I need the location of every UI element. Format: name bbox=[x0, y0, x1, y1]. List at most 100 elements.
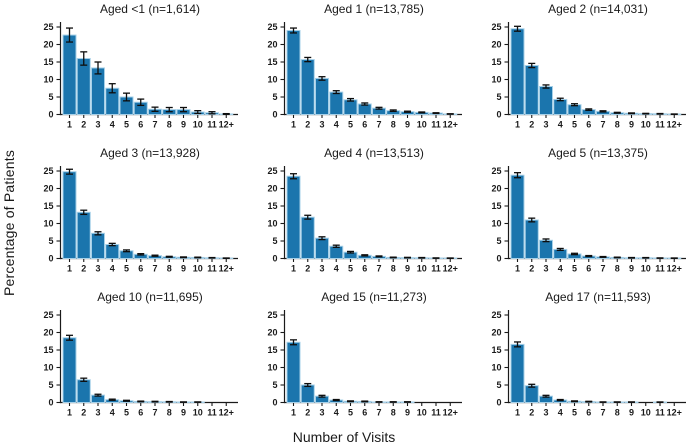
x-tick-label: 2 bbox=[305, 408, 310, 418]
panel-aged-1: Aged 1 (n=13,785) 0 5 10 15 20 25 1 2 3 4 5 6 7 8 9 10 1… bbox=[240, 0, 464, 144]
y-tick-label: 20 bbox=[43, 328, 53, 338]
x-tick-label: 5 bbox=[572, 264, 577, 274]
x-tick-label: 12+ bbox=[219, 264, 234, 274]
x-tick-label: 3 bbox=[319, 264, 324, 274]
x-tick-label: 11 bbox=[207, 120, 217, 130]
x-tick-label: 11 bbox=[655, 408, 665, 418]
bar bbox=[329, 91, 344, 115]
y-tick-label: 10 bbox=[267, 219, 277, 229]
y-tick-label: 20 bbox=[491, 328, 501, 338]
x-tick-label: 9 bbox=[181, 120, 186, 130]
x-tick-label: 10 bbox=[193, 120, 203, 130]
y-tick-label: 15 bbox=[43, 57, 53, 67]
y-tick-label: 15 bbox=[491, 345, 501, 355]
x-tick-label: 9 bbox=[405, 264, 410, 274]
y-tick-label: 0 bbox=[48, 110, 53, 120]
x-tick-label: 8 bbox=[167, 120, 172, 130]
panel-title: Aged <1 (n=1,614) bbox=[99, 2, 201, 16]
bar bbox=[329, 245, 344, 259]
x-tick-label: 8 bbox=[615, 120, 620, 130]
x-tick-label: 4 bbox=[558, 120, 563, 130]
bar bbox=[343, 99, 358, 116]
bar bbox=[300, 216, 315, 259]
x-tick-label: 4 bbox=[558, 408, 563, 418]
y-tick-label: 10 bbox=[491, 75, 501, 85]
y-tick-label: 25 bbox=[491, 22, 501, 32]
panel-title: Aged 3 (n=13,928) bbox=[100, 146, 200, 160]
bar bbox=[105, 244, 120, 259]
bar bbox=[524, 219, 539, 259]
x-tick-label: 10 bbox=[417, 264, 427, 274]
bar bbox=[300, 59, 315, 115]
y-tick-label: 25 bbox=[491, 166, 501, 176]
y-tick-label: 15 bbox=[267, 345, 277, 355]
bar bbox=[510, 343, 525, 403]
y-tick-label: 5 bbox=[48, 236, 53, 246]
x-tick-label: 5 bbox=[124, 408, 129, 418]
y-tick-label: 10 bbox=[43, 75, 53, 85]
y-tick-label: 10 bbox=[491, 219, 501, 229]
y-tick-label: 5 bbox=[496, 380, 501, 390]
x-tick-label: 1 bbox=[67, 264, 72, 274]
x-axis-label: Number of Visits bbox=[292, 429, 396, 445]
x-tick-label: 3 bbox=[95, 264, 100, 274]
bar bbox=[91, 67, 105, 115]
bar bbox=[76, 58, 91, 115]
panel-title: Aged 1 (n=13,785) bbox=[324, 2, 424, 16]
x-tick-label: 8 bbox=[167, 408, 172, 418]
panel-title: Aged 2 (n=14,031) bbox=[548, 2, 648, 16]
x-tick-label: 2 bbox=[529, 120, 534, 130]
x-tick-label: 10 bbox=[417, 120, 427, 130]
y-tick-label: 5 bbox=[48, 92, 53, 102]
x-tick-label: 12+ bbox=[443, 264, 458, 274]
y-tick-label: 20 bbox=[267, 184, 277, 194]
y-tick-label: 5 bbox=[272, 380, 277, 390]
x-tick-label: 12+ bbox=[667, 408, 682, 418]
bar bbox=[286, 341, 301, 403]
x-tick-label: 3 bbox=[543, 120, 548, 130]
y-tick-label: 5 bbox=[272, 92, 277, 102]
y-tick-label: 25 bbox=[267, 22, 277, 32]
x-tick-label: 4 bbox=[110, 408, 115, 418]
x-tick-label: 2 bbox=[529, 264, 534, 274]
bar bbox=[62, 171, 77, 260]
panel-aged-15: Aged 15 (n=11,273) 0 5 10 15 20 25 1 2 3 4 5 6 7 8 9 10… bbox=[240, 288, 464, 432]
x-tick-label: 6 bbox=[586, 408, 591, 418]
x-tick-label: 8 bbox=[615, 264, 620, 274]
y-tick-label: 10 bbox=[43, 363, 53, 373]
x-tick-label: 9 bbox=[181, 264, 186, 274]
x-tick-label: 4 bbox=[110, 120, 115, 130]
x-tick-label: 10 bbox=[193, 408, 203, 418]
bar bbox=[524, 65, 539, 115]
panel-aged-17: Aged 17 (n=11,593) 0 5 10 15 20 25 1 2 3 4 5 6 7 8 9 10… bbox=[464, 288, 688, 432]
x-tick-label: 5 bbox=[348, 264, 353, 274]
x-tick-label: 9 bbox=[405, 120, 410, 130]
y-tick-label: 15 bbox=[491, 57, 501, 67]
y-tick-label: 5 bbox=[496, 236, 501, 246]
y-tick-label: 20 bbox=[491, 184, 501, 194]
x-tick-label: 12+ bbox=[667, 264, 682, 274]
x-tick-label: 2 bbox=[305, 120, 310, 130]
x-tick-label: 5 bbox=[572, 408, 577, 418]
x-tick-label: 7 bbox=[600, 264, 605, 274]
x-tick-label: 11 bbox=[207, 264, 217, 274]
x-tick-label: 10 bbox=[193, 264, 203, 274]
y-tick-label: 20 bbox=[43, 184, 53, 194]
x-tick-label: 5 bbox=[348, 408, 353, 418]
x-tick-label: 11 bbox=[655, 120, 665, 130]
x-tick-label: 2 bbox=[305, 264, 310, 274]
x-tick-label: 5 bbox=[124, 264, 129, 274]
panel-aged-2: Aged 2 (n=14,031) 0 5 10 15 20 25 1 2 3 4 5 6 7 8 9 10 1… bbox=[464, 0, 688, 144]
x-tick-label: 6 bbox=[138, 408, 143, 418]
y-tick-label: 20 bbox=[267, 40, 277, 50]
x-tick-label: 11 bbox=[431, 264, 441, 274]
x-tick-label: 7 bbox=[376, 408, 381, 418]
y-tick-label: 20 bbox=[491, 40, 501, 50]
x-tick-label: 1 bbox=[67, 408, 72, 418]
